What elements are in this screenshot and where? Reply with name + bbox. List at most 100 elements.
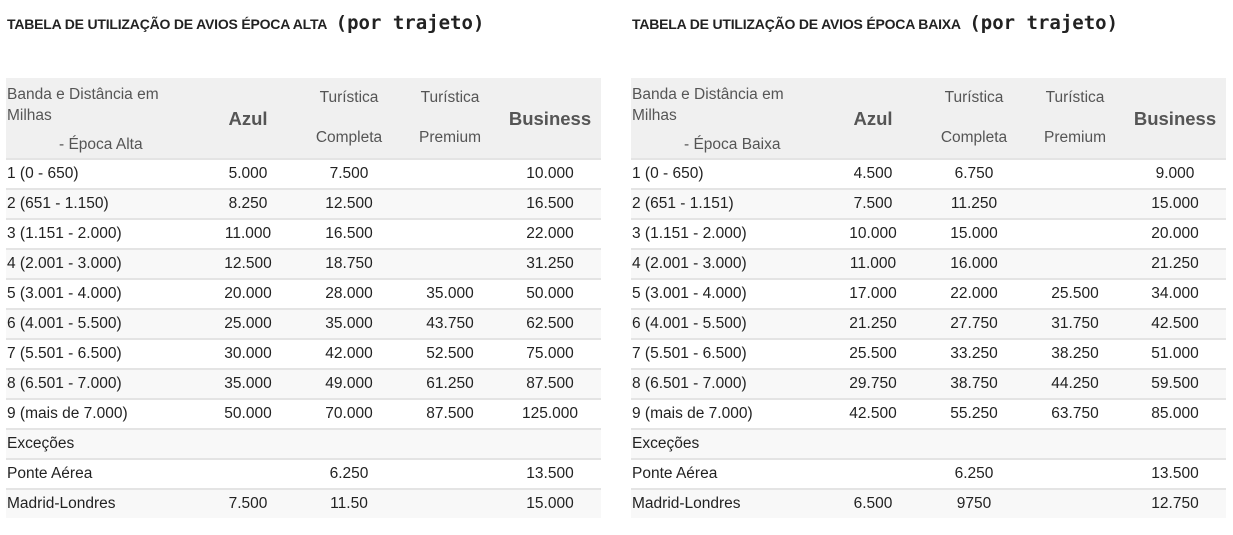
header-tp-line2: Premium xyxy=(1043,129,1106,146)
cell-completa: 16.000 xyxy=(950,255,998,272)
cell-azul: 35.000 xyxy=(224,375,272,392)
table-title-main: TABELA DE UTILIZAÇÃO DE AVIOS ÉPOCA BAIX… xyxy=(632,16,961,32)
cell-completa: 6.250 xyxy=(954,465,994,482)
cell-azul: 30.000 xyxy=(224,345,272,362)
table-title: TABELA DE UTILIZAÇÃO DE AVIOS ÉPOCA BAIX… xyxy=(632,12,1118,34)
table-body: 1 (0 - 650) 4.500 6.750 9.000 2 (651 - 1.151… xyxy=(631,158,1226,518)
cell-band: 4 (2.001 - 3.000) xyxy=(7,255,122,272)
cell-band: 4 (2.001 - 3.000) xyxy=(632,255,747,272)
cell-azul: 50.000 xyxy=(224,405,272,422)
cell-band: 7 (5.501 - 6.500) xyxy=(632,345,747,362)
table-row: 3 (1.151 - 2.000) 11.000 16.500 22.000 xyxy=(6,218,601,248)
table-row: Exceções xyxy=(6,428,601,458)
table-body: 1 (0 - 650) 5.000 7.500 10.000 2 (651 - 1.15… xyxy=(6,158,601,518)
table-row: 1 (0 - 650) 4.500 6.750 9.000 xyxy=(631,158,1226,188)
cell-business: 16.500 xyxy=(526,195,574,212)
table-row: 4 (2.001 - 3.000) 12.500 18.750 31.250 xyxy=(6,248,601,278)
cell-business: 21.250 xyxy=(1151,255,1199,272)
header-band: Banda e Distância em Milhas - Época Baix… xyxy=(632,84,807,155)
table-row: 1 (0 - 650) 5.000 7.500 10.000 xyxy=(6,158,601,188)
cell-premium: 61.250 xyxy=(426,375,474,392)
cell-band: Ponte Aérea xyxy=(7,465,93,482)
cell-business: 42.500 xyxy=(1151,315,1199,332)
cell-band: 8 (6.501 - 7.000) xyxy=(632,375,747,392)
table-title-sub: (por trajeto) xyxy=(969,12,1119,34)
cell-completa: 11.50 xyxy=(330,495,368,512)
cell-business: 13.500 xyxy=(1151,465,1199,482)
cell-completa: 16.500 xyxy=(325,225,373,242)
cell-azul: 4.500 xyxy=(853,165,893,182)
cell-band: 2 (651 - 1.151) xyxy=(632,195,734,212)
header-season: - Época Alta xyxy=(59,136,143,153)
table-row: 4 (2.001 - 3.000) 11.000 16.000 21.250 xyxy=(631,248,1226,278)
table-row: Ponte Aérea 6.250 13.500 xyxy=(6,458,601,488)
header-business: Business xyxy=(508,108,592,129)
header-band: Banda e Distância em Milhas - Época Alta xyxy=(7,84,182,155)
table-row: Madrid-Londres 6.500 9750 12.750 xyxy=(631,488,1226,518)
cell-band: 1 (0 - 650) xyxy=(7,165,79,182)
header-tc-line2: Completa xyxy=(940,129,1008,146)
cell-business: 15.000 xyxy=(1151,195,1199,212)
header-band-line1: Banda e Distância em xyxy=(632,86,784,103)
cell-business: 31.250 xyxy=(526,255,574,272)
header-tc-line1: Turística xyxy=(944,89,1004,106)
table-row: Madrid-Londres 7.500 11.50 15.000 xyxy=(6,488,601,518)
cell-azul: 17.000 xyxy=(849,285,897,302)
cell-business: 12.750 xyxy=(1151,495,1199,512)
header-season: - Época Baixa xyxy=(684,136,781,153)
header-tp-line1: Turística xyxy=(1045,89,1105,106)
cell-completa: 6.250 xyxy=(329,465,369,482)
header-band-line2: Milhas xyxy=(7,107,52,124)
cell-completa: 6.750 xyxy=(954,165,994,182)
cell-band: 1 (0 - 650) xyxy=(632,165,704,182)
cell-business: 75.000 xyxy=(526,345,574,362)
avios-table: Banda e Distância em Milhas - Época Alta… xyxy=(6,78,601,518)
cell-azul: 21.250 xyxy=(849,315,897,332)
table-row: 2 (651 - 1.151) 7.500 11.250 15.000 xyxy=(631,188,1226,218)
cell-business: 20.000 xyxy=(1151,225,1199,242)
header-tp-line2: Premium xyxy=(418,129,481,146)
cell-business: 22.000 xyxy=(526,225,574,242)
header-tp-line1: Turística xyxy=(420,89,480,106)
cell-band: 8 (6.501 - 7.000) xyxy=(7,375,122,392)
cell-premium: 38.250 xyxy=(1051,345,1099,362)
table-row: 9 (mais de 7.000) 50.000 70.000 87.500 125.0… xyxy=(6,398,601,428)
cell-completa: 35.000 xyxy=(325,315,373,332)
table-row: 8 (6.501 - 7.000) 29.750 38.750 44.250 59.50… xyxy=(631,368,1226,398)
cell-completa: 22.000 xyxy=(950,285,998,302)
cell-azul: 8.250 xyxy=(228,195,268,212)
cell-azul: 11.000 xyxy=(224,225,272,242)
cell-premium: 87.500 xyxy=(426,405,474,422)
table-row: 5 (3.001 - 4.000) 20.000 28.000 35.000 50.00… xyxy=(6,278,601,308)
cell-completa: 15.000 xyxy=(950,225,998,242)
table-row: 6 (4.001 - 5.500) 21.250 27.750 31.750 42.50… xyxy=(631,308,1226,338)
cell-band: Exceções xyxy=(7,435,75,452)
cell-business: 85.000 xyxy=(1151,405,1199,422)
cell-completa: 42.000 xyxy=(325,345,373,362)
header-azul: Azul xyxy=(853,108,893,129)
cell-azul: 42.500 xyxy=(849,405,897,422)
table-row: 6 (4.001 - 5.500) 25.000 35.000 43.750 62.50… xyxy=(6,308,601,338)
cell-completa: 28.000 xyxy=(325,285,373,302)
cell-completa: 27.750 xyxy=(950,315,998,332)
cell-business: 34.000 xyxy=(1151,285,1199,302)
cell-completa: 18.750 xyxy=(325,255,373,272)
cell-band: 3 (1.151 - 2.000) xyxy=(632,225,747,242)
cell-business: 9.000 xyxy=(1155,165,1195,182)
cell-band: Ponte Aérea xyxy=(632,465,718,482)
cell-azul: 6.500 xyxy=(853,495,893,512)
table-row: 9 (mais de 7.000) 42.500 55.250 63.750 85.00… xyxy=(631,398,1226,428)
cell-business: 87.500 xyxy=(526,375,574,392)
cell-business: 10.000 xyxy=(526,165,574,182)
table-row: 7 (5.501 - 6.500) 30.000 42.000 52.500 75.00… xyxy=(6,338,601,368)
cell-azul: 7.500 xyxy=(853,195,893,212)
cell-band: Madrid-Londres xyxy=(7,495,116,512)
cell-business: 50.000 xyxy=(526,285,574,302)
cell-premium: 43.750 xyxy=(426,315,474,332)
cell-azul: 11.000 xyxy=(849,255,897,272)
header-turistica-premium: Turística Premium xyxy=(1025,89,1125,148)
table-row: 2 (651 - 1.150) 8.250 12.500 16.500 xyxy=(6,188,601,218)
cell-band: 6 (4.001 - 5.500) xyxy=(7,315,122,332)
header-tc-line2: Completa xyxy=(315,129,383,146)
table-title-sub: (por trajeto) xyxy=(335,12,485,34)
